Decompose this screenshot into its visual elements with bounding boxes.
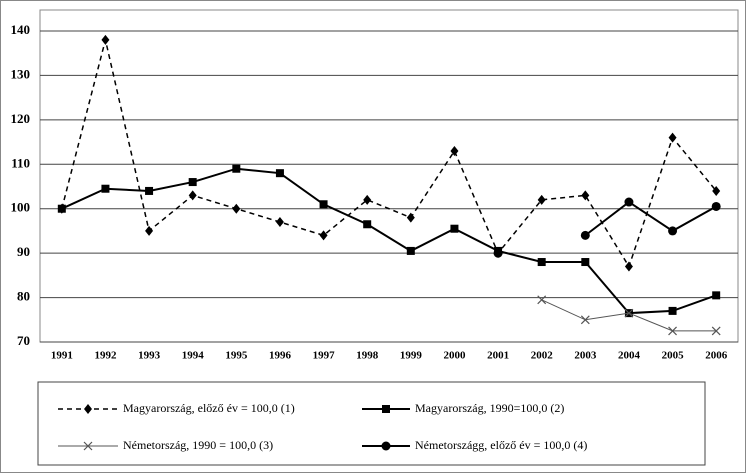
point [537,258,546,267]
point [101,34,110,45]
x-tick-label: 1995 [225,350,248,362]
point [275,169,284,178]
point [537,295,547,305]
x-tick-label: 2000 [443,350,466,362]
y-tick-label: 100 [11,200,31,215]
x-tick-label: 1998 [356,350,379,362]
point [712,185,721,196]
legend-box [37,381,706,466]
series-line [61,39,717,269]
legend-label: Németország, 1990 = 100,0 (3) [123,438,273,452]
x-tick-label: 1993 [138,350,161,362]
point [57,204,66,213]
x-tick-label: 1997 [313,350,336,362]
y-tick-label: 110 [11,155,30,170]
y-tick-label: 140 [11,22,31,37]
point [581,190,590,201]
point [668,306,677,315]
point [145,225,154,236]
point [319,230,328,241]
point [580,230,590,240]
legend-marker [382,405,390,413]
point [363,220,372,229]
point [711,326,721,336]
x-tick-label: 1999 [400,350,423,362]
point [493,248,503,258]
point [580,315,590,325]
legend-label: Magyarország, 1990=100,0 (2) [415,401,564,415]
point [450,145,459,156]
point [188,178,197,187]
x-tick-label: 1991 [51,350,73,362]
point [406,246,415,255]
y-tick-label: 130 [11,66,31,81]
x-tick-label: 2002 [531,350,554,362]
legend-marker [83,441,93,451]
point [712,291,721,300]
point [711,201,721,211]
x-tick-label: 1996 [269,350,292,362]
point [450,224,459,233]
legend-marker [84,404,92,414]
point [232,203,241,214]
point [624,261,633,272]
point [145,186,154,195]
x-tick-label: 2003 [574,350,597,362]
legend-label: Magyarország, előző év = 100,0 (1) [123,401,295,415]
point [581,258,590,267]
x-tick-label: 2006 [705,350,728,362]
series-line [584,200,717,237]
point [232,164,241,173]
x-tick-label: 1992 [94,350,117,362]
point [624,308,634,318]
y-tick-label: 70 [17,333,30,348]
series-line [61,167,717,315]
point [668,132,677,143]
y-tick-label: 90 [17,244,30,259]
legend-label: Németországg, előző év = 100,0 (4) [415,438,587,452]
x-tick-label: 2001 [487,350,509,362]
x-tick-label: 2004 [618,350,641,362]
x-tick-label: 2005 [662,350,685,362]
point [363,194,372,205]
point [537,194,546,205]
y-tick-label: 120 [11,111,31,126]
point [668,226,678,236]
point [319,200,328,209]
x-tick-label: 1994 [182,350,205,362]
point [406,212,415,223]
point [668,326,677,336]
y-tick-label: 80 [17,289,30,304]
legend-marker [381,441,391,451]
point [188,190,197,201]
point [275,217,284,228]
point [624,197,634,207]
point [101,184,110,193]
